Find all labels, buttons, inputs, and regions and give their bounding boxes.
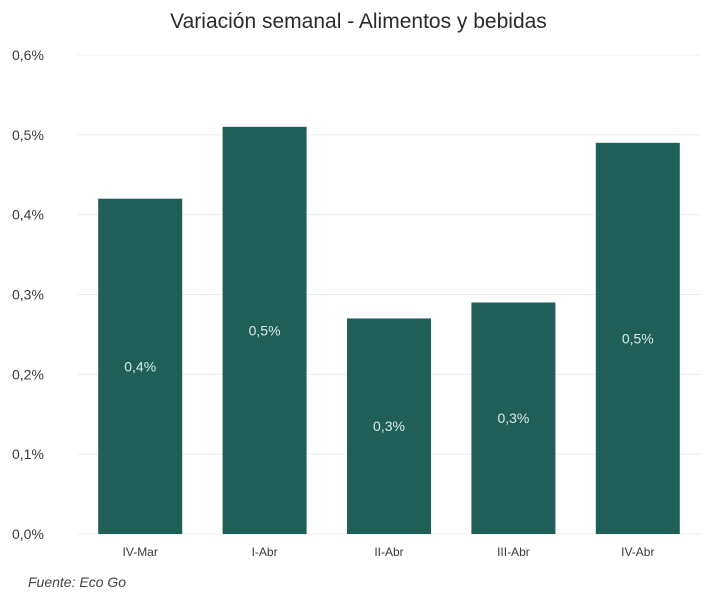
y-tick-label: 0,0% xyxy=(12,526,44,542)
bar xyxy=(98,198,183,534)
data-label: 0,3% xyxy=(497,410,529,426)
y-tick-label: 0,5% xyxy=(12,127,44,143)
y-tick-label: 0,4% xyxy=(12,207,44,223)
x-tick-label: IV-Mar xyxy=(123,545,158,559)
x-tick-label: IV-Abr xyxy=(621,545,654,559)
data-label: 0,3% xyxy=(373,418,405,434)
y-tick-label: 0,1% xyxy=(12,446,44,462)
x-tick-label: III-Abr xyxy=(497,545,530,559)
data-label: 0,5% xyxy=(249,322,281,338)
data-label: 0,5% xyxy=(622,330,654,346)
y-tick-label: 0,6% xyxy=(12,47,44,63)
chart-title: Variación semanal - Alimentos y bebidas xyxy=(170,10,547,33)
x-tick-label: I-Abr xyxy=(252,545,278,559)
bar xyxy=(595,142,680,535)
bar xyxy=(222,126,307,534)
source-note: Fuente: Eco Go xyxy=(28,574,127,590)
x-tick-label: II-Abr xyxy=(374,545,403,559)
y-tick-label: 0,3% xyxy=(12,287,44,303)
bar xyxy=(347,318,431,534)
data-label: 0,4% xyxy=(124,358,156,374)
bar xyxy=(471,302,556,534)
y-tick-label: 0,2% xyxy=(12,366,44,382)
